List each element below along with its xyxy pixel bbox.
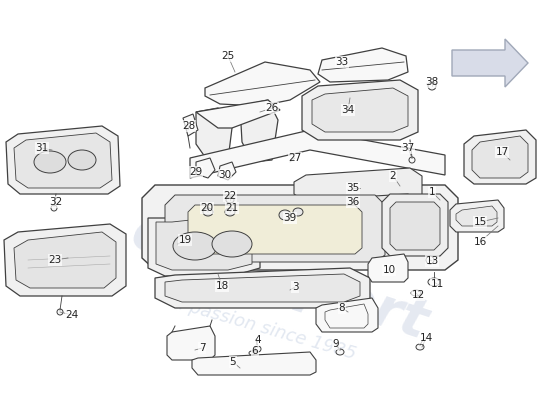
Polygon shape	[390, 202, 440, 250]
Polygon shape	[4, 224, 126, 296]
Text: 36: 36	[346, 197, 360, 207]
Ellipse shape	[416, 344, 424, 350]
Ellipse shape	[336, 349, 344, 355]
Ellipse shape	[428, 82, 436, 90]
Polygon shape	[156, 216, 252, 270]
Text: 2: 2	[390, 171, 397, 181]
Polygon shape	[294, 168, 422, 202]
Text: 28: 28	[183, 121, 196, 131]
Polygon shape	[155, 268, 370, 308]
Ellipse shape	[51, 205, 57, 211]
Text: 21: 21	[226, 203, 239, 213]
Text: 20: 20	[200, 203, 213, 213]
Text: 18: 18	[216, 281, 229, 291]
Ellipse shape	[409, 157, 415, 163]
Ellipse shape	[212, 231, 252, 257]
Text: 38: 38	[425, 77, 439, 87]
Polygon shape	[196, 108, 232, 164]
Polygon shape	[196, 100, 280, 128]
Text: a passion since 1985: a passion since 1985	[172, 293, 359, 363]
Text: 6: 6	[252, 346, 258, 356]
Polygon shape	[192, 352, 316, 375]
Ellipse shape	[203, 208, 213, 216]
Text: 37: 37	[402, 143, 415, 153]
Text: 5: 5	[230, 357, 236, 367]
Polygon shape	[14, 232, 116, 288]
Ellipse shape	[426, 256, 434, 264]
Text: 17: 17	[496, 147, 509, 157]
Text: 3: 3	[292, 282, 298, 292]
Polygon shape	[183, 114, 198, 136]
Polygon shape	[218, 162, 236, 180]
Text: 25: 25	[221, 51, 235, 61]
Polygon shape	[14, 133, 112, 188]
Text: 14: 14	[419, 333, 433, 343]
Polygon shape	[316, 298, 378, 332]
Ellipse shape	[279, 210, 291, 220]
Text: 35: 35	[346, 183, 360, 193]
Polygon shape	[142, 185, 458, 270]
Polygon shape	[382, 194, 448, 256]
Polygon shape	[6, 126, 120, 194]
Text: 16: 16	[474, 237, 487, 247]
Polygon shape	[167, 326, 215, 360]
Ellipse shape	[226, 197, 234, 203]
Ellipse shape	[428, 278, 440, 286]
Text: 22: 22	[223, 191, 236, 201]
Polygon shape	[456, 206, 497, 226]
Polygon shape	[165, 195, 385, 262]
Text: 13: 13	[425, 256, 439, 266]
Ellipse shape	[411, 290, 421, 296]
Text: 33: 33	[336, 57, 349, 67]
Text: 7: 7	[199, 343, 205, 353]
Polygon shape	[302, 80, 418, 140]
Text: eurosport: eurosport	[125, 205, 434, 351]
Polygon shape	[450, 200, 504, 232]
Polygon shape	[452, 39, 528, 87]
Ellipse shape	[225, 208, 235, 216]
Polygon shape	[148, 210, 260, 276]
Text: 29: 29	[189, 167, 202, 177]
Ellipse shape	[68, 150, 96, 170]
Text: 23: 23	[48, 255, 62, 265]
Polygon shape	[464, 130, 536, 184]
Text: 12: 12	[411, 290, 425, 300]
Polygon shape	[325, 304, 368, 328]
Ellipse shape	[249, 351, 255, 355]
Polygon shape	[205, 62, 320, 106]
Polygon shape	[312, 88, 408, 132]
Text: 31: 31	[35, 143, 48, 153]
Ellipse shape	[57, 309, 63, 315]
Text: 10: 10	[382, 265, 395, 275]
Text: 11: 11	[430, 279, 444, 289]
Ellipse shape	[255, 346, 261, 352]
Text: 24: 24	[65, 310, 79, 320]
Ellipse shape	[173, 232, 217, 260]
Polygon shape	[240, 100, 278, 162]
Text: 34: 34	[342, 105, 355, 115]
Polygon shape	[190, 130, 445, 178]
Text: 8: 8	[339, 303, 345, 313]
Text: 9: 9	[333, 339, 339, 349]
Text: 32: 32	[50, 197, 63, 207]
Text: 15: 15	[474, 217, 487, 227]
Text: 19: 19	[178, 235, 191, 245]
Polygon shape	[165, 274, 360, 302]
Text: 4: 4	[255, 335, 261, 345]
Text: 1: 1	[428, 187, 435, 197]
Text: 30: 30	[218, 170, 232, 180]
Ellipse shape	[34, 151, 66, 173]
Polygon shape	[318, 48, 408, 82]
Ellipse shape	[293, 208, 303, 216]
Polygon shape	[472, 136, 528, 178]
Polygon shape	[298, 194, 418, 224]
Text: 27: 27	[288, 153, 301, 163]
Polygon shape	[368, 254, 408, 282]
Polygon shape	[196, 158, 215, 178]
Polygon shape	[188, 205, 362, 254]
Text: 39: 39	[283, 213, 296, 223]
Text: 26: 26	[265, 103, 279, 113]
